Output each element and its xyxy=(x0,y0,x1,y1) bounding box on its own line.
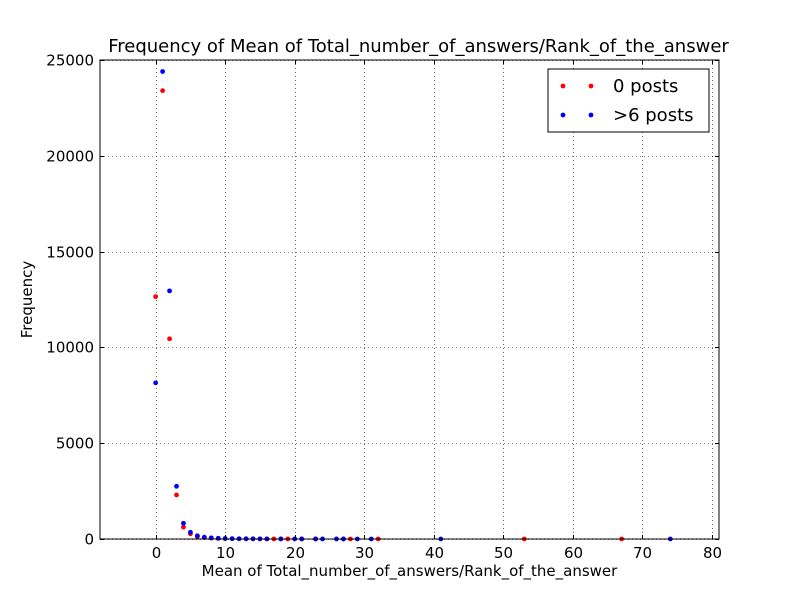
y-tick-label: 20000 xyxy=(46,148,94,166)
x-tick-label: 20 xyxy=(286,544,305,562)
legend-entry: 0 posts xyxy=(560,76,678,97)
axis-ticks xyxy=(100,60,719,540)
data-point xyxy=(215,535,221,541)
y-tick-label: 0 xyxy=(84,531,94,549)
x-tick-label: 60 xyxy=(564,544,583,562)
data-point xyxy=(160,69,165,74)
x-tick-label: 40 xyxy=(425,544,444,562)
legend-box xyxy=(547,68,710,133)
y-tick-label: 25000 xyxy=(46,52,94,70)
legend-entries: 0 posts >6 posts xyxy=(560,76,694,126)
chart-title: Frequency of Mean of Total_number_of_ans… xyxy=(108,36,729,57)
data-point xyxy=(153,380,159,386)
x-axis-title: Mean of Total_number_of_answers/Rank_of_… xyxy=(202,562,619,581)
x-tick-label: 50 xyxy=(494,544,513,562)
legend: 0 posts >6 posts xyxy=(547,68,710,133)
data-point xyxy=(181,524,186,530)
x-tick-label: 10 xyxy=(216,544,235,562)
x-tick-label: 80 xyxy=(703,544,722,562)
data-point xyxy=(181,520,186,526)
y-tick-label: 5000 xyxy=(56,435,94,453)
y-axis-title: Frequency xyxy=(18,261,36,339)
plot-area xyxy=(100,60,719,539)
legend-entry: >6 posts xyxy=(560,105,694,126)
legend-marker xyxy=(588,112,594,118)
data-point xyxy=(167,288,172,294)
y-tick-label: 10000 xyxy=(46,339,94,357)
legend-label: >6 posts xyxy=(613,105,694,126)
data-point xyxy=(174,483,179,489)
data-point xyxy=(208,535,214,541)
legend-marker xyxy=(560,112,566,118)
plot-frame xyxy=(99,59,720,540)
legend-marker xyxy=(588,83,594,89)
data-point xyxy=(194,533,200,539)
data-point xyxy=(174,492,179,498)
data-point xyxy=(188,529,193,535)
data-point xyxy=(153,294,159,300)
y-tick-label: 15000 xyxy=(46,244,94,262)
x-tick-label: 30 xyxy=(355,544,374,562)
data-point xyxy=(201,534,207,540)
tick-labels: 0 10 20 30 40 50 60 70 80 0 5000 10000 15000 20000 250… xyxy=(46,52,722,563)
x-tick-label: 70 xyxy=(633,544,652,562)
data-point xyxy=(160,88,165,94)
x-tick-label: 0 xyxy=(152,544,162,562)
data-point xyxy=(167,336,172,342)
legend-label: 0 posts xyxy=(613,76,678,97)
legend-marker xyxy=(560,83,566,89)
